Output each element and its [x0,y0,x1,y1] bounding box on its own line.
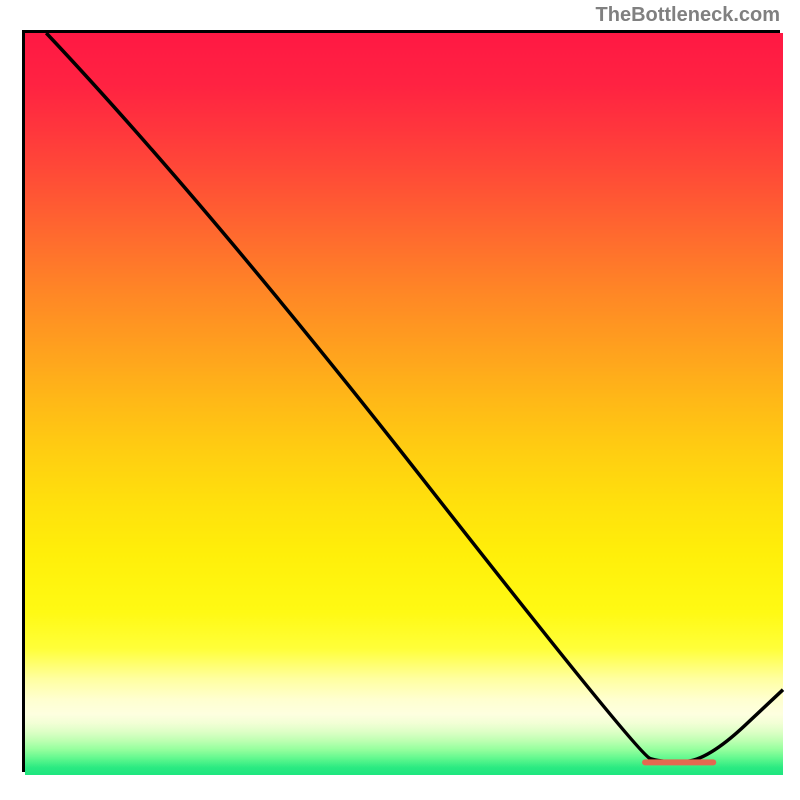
watermark-text: TheBottleneck.com [596,4,780,27]
bottleneck-curve [46,33,783,762]
plot-area [22,30,780,772]
curve-overlay [25,33,783,775]
chart-container: TheBottleneck.com [0,0,800,800]
